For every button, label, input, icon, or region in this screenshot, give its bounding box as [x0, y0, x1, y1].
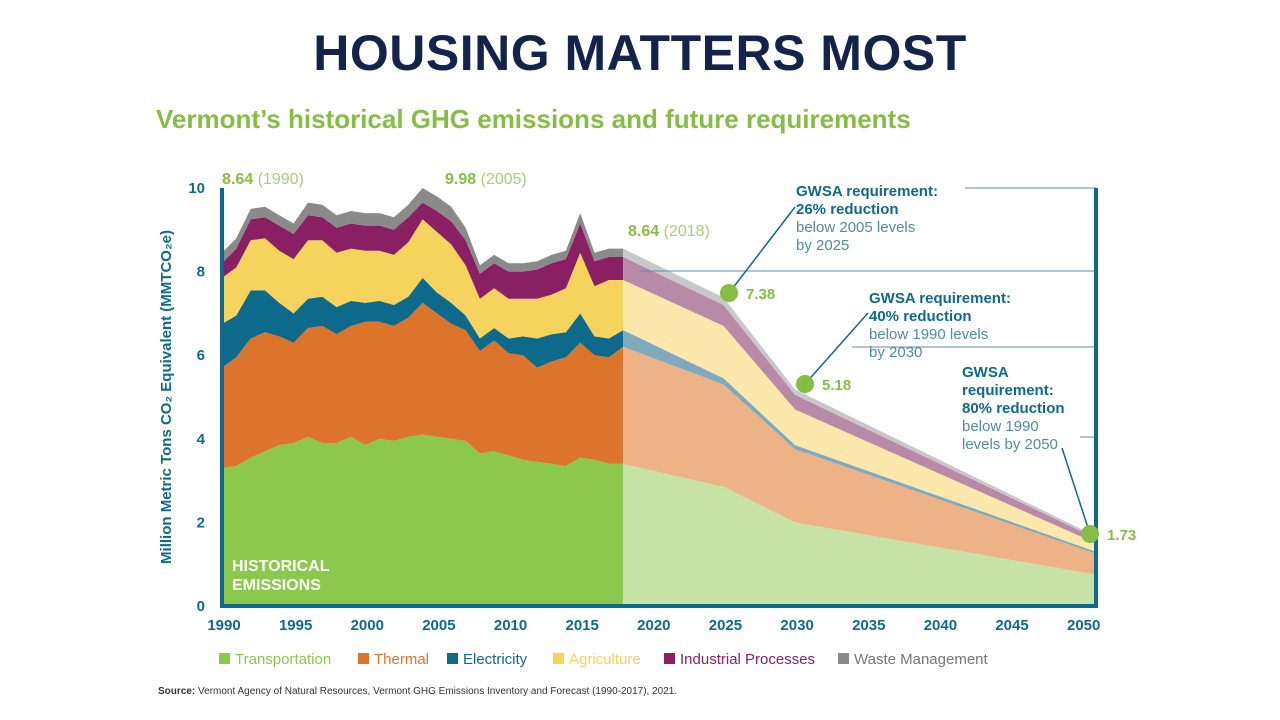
target-title: requirement: [962, 382, 1054, 399]
legend-label-transportation: Transportation [235, 651, 331, 668]
annotation-year: (2005) [476, 171, 527, 188]
target-description: by 2025 [796, 237, 849, 254]
x-tick-label: 2035 [852, 617, 885, 634]
legend-label-agriculture: Agriculture [569, 651, 641, 668]
annotation-value: 8.64 [222, 171, 253, 188]
target-reduction: 80% reduction [962, 400, 1065, 417]
area-projected-agriculture [623, 280, 1096, 552]
y-tick-label: 6 [197, 347, 205, 364]
annotation-label: 8.64 (1990) [222, 171, 304, 188]
target-title: GWSA [962, 364, 1009, 381]
axis-tick-labels: 0 2 4 6 8 10 1990 1995 2000 2005 2010 2015 2020 2025 2… [188, 180, 1100, 634]
annotation-value: 9.98 [445, 171, 476, 188]
target-reduction: 26% reduction [796, 201, 899, 218]
callout-leader-line [1061, 447, 1091, 535]
x-tick-label: 2000 [351, 617, 384, 634]
chart-annotations: 8.64 (1990) 9.98 (2005) 8.64 (2018) 7.38 GWS… [222, 171, 1136, 544]
target-value: 5.18 [822, 377, 851, 394]
x-tick-label: 2015 [566, 617, 599, 634]
source-text: Vermont Agency of Natural Resources, Ver… [195, 686, 678, 697]
x-tick-label: 1995 [279, 617, 312, 634]
legend-swatch-thermal [358, 653, 369, 664]
area-historical-agriculture [222, 219, 624, 339]
legend-label-electricity: Electricity [463, 651, 528, 668]
x-tick-label: 2020 [637, 617, 670, 634]
target-value: 1.73 [1107, 527, 1136, 544]
historical-emissions-label-2: EMISSIONS [232, 577, 321, 594]
chart-legend: Transportation Thermal Electricity Agricult… [219, 651, 989, 668]
area-historical-thermal [222, 302, 624, 469]
target-marker [1081, 525, 1099, 543]
source-note: Source: Vermont Agency of Natural Resour… [158, 686, 677, 697]
y-tick-label: 10 [188, 180, 205, 197]
annotation-label: 8.64 (2018) [628, 223, 710, 240]
x-tick-label: 2045 [995, 617, 1028, 634]
chart-subtitle: Vermont’s historical GHG emissions and f… [156, 104, 911, 134]
target-reduction: 40% reduction [869, 308, 972, 325]
y-tick-label: 8 [197, 264, 205, 281]
y-tick-label: 2 [197, 514, 205, 531]
legend-label-waste-management: Waste Management [854, 651, 989, 668]
target-title: GWSA requirement: [869, 290, 1011, 307]
area-projected-industrial-processes [623, 257, 1096, 544]
y-axis-label: Million Metric Tons CO₂ Equivalent (MMTC… [158, 230, 175, 564]
x-tick-label: 2030 [780, 617, 813, 634]
area-historical-waste-management [222, 188, 624, 274]
annotation-value: 8.64 [628, 223, 659, 240]
target-description: below 2005 levels [796, 219, 915, 236]
target-description: levels by 2050 [962, 436, 1058, 453]
area-historical-electricity [222, 277, 624, 368]
target-marker [720, 284, 738, 302]
target-description: by 2030 [869, 344, 922, 361]
x-tick-label: 1990 [207, 617, 240, 634]
callout-leader-line [728, 206, 796, 294]
legend-swatch-agriculture [553, 653, 564, 664]
historical-emissions-label-1: HISTORICAL [232, 558, 330, 575]
legend-label-industrial-processes: Industrial Processes [680, 651, 815, 668]
area-projected-transportation [623, 463, 1096, 606]
x-tick-label: 2050 [1067, 617, 1100, 634]
x-tick-label: 2025 [709, 617, 742, 634]
x-tick-label: 2040 [924, 617, 957, 634]
target-description: below 1990 levels [869, 326, 988, 343]
area-projected-waste-management [623, 248, 1096, 539]
legend-swatch-waste-management [838, 653, 849, 664]
target-value: 7.38 [746, 286, 775, 303]
legend-label-thermal: Thermal [374, 651, 429, 668]
y-tick-label: 4 [197, 431, 206, 448]
slide-title: HOUSING MATTERS MOST [313, 25, 967, 81]
annotation-label: 9.98 (2005) [445, 171, 527, 188]
area-projected-thermal [623, 346, 1096, 575]
target-description: below 1990 [962, 418, 1039, 435]
target-marker [796, 375, 814, 393]
callout-leader-line [804, 312, 869, 385]
legend-swatch-electricity [447, 653, 458, 664]
legend-swatch-industrial-processes [664, 653, 675, 664]
annotation-year: (2018) [659, 223, 710, 240]
target-guide-lines [640, 187, 1096, 438]
x-tick-label: 2010 [494, 617, 527, 634]
legend-swatch-transportation [219, 653, 230, 664]
annotation-year: (1990) [253, 171, 304, 188]
y-tick-label: 0 [197, 598, 205, 615]
x-tick-label: 2005 [422, 617, 455, 634]
area-historical-transportation [222, 434, 624, 606]
stacked-areas [222, 188, 1096, 606]
area-historical-industrial-processes [222, 202, 624, 299]
source-label: Source: [158, 686, 196, 697]
target-title: GWSA requirement: [796, 183, 938, 200]
